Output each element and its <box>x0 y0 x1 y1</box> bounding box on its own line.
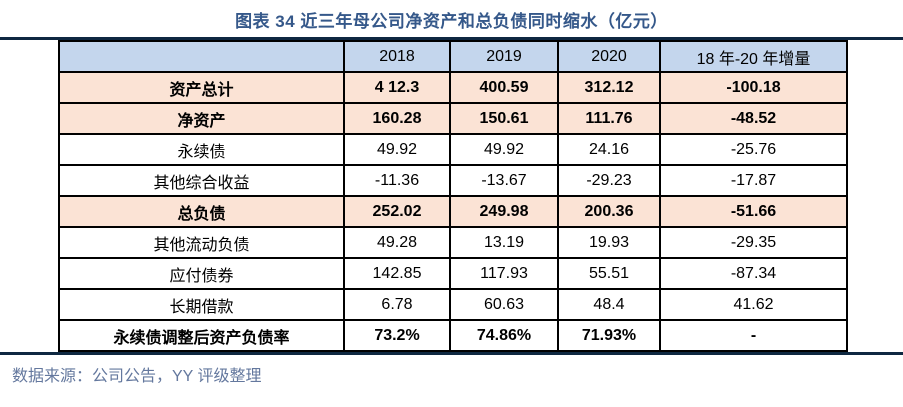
table-row: 其他流动负债 49.28 13.19 19.93 -29.35 <box>58 226 848 259</box>
delta-cell: -17.87 <box>659 164 848 197</box>
row-label: 永续债 <box>58 133 345 166</box>
value-cell: 24.16 <box>557 133 661 166</box>
value-cell: 74.86% <box>449 319 559 352</box>
table-row: 其他综合收益 -11.36 -13.67 -29.23 -17.87 <box>58 164 848 197</box>
value-cell: 19.93 <box>557 226 661 259</box>
delta-cell: -87.34 <box>659 257 848 290</box>
delta-cell: -48.52 <box>659 102 848 135</box>
row-label: 净资产 <box>58 102 345 135</box>
column-header <box>58 40 345 73</box>
table-row: 永续债调整后资产负债率 73.2% 74.86% 71.93% - <box>58 319 848 352</box>
value-cell: 142.85 <box>343 257 451 290</box>
value-cell: -29.23 <box>557 164 661 197</box>
row-label: 其他综合收益 <box>58 164 345 197</box>
value-cell: -11.36 <box>343 164 451 197</box>
row-label: 资产总计 <box>58 71 345 104</box>
value-cell: 13.19 <box>449 226 559 259</box>
value-cell: 160.28 <box>343 102 451 135</box>
value-cell: 252.02 <box>343 195 451 228</box>
row-label: 永续债调整后资产负债率 <box>58 319 345 352</box>
row-label: 总负债 <box>58 195 345 228</box>
financial-table: 2018 2019 2020 18 年-20 年增量 资产总计 4 12.3 400.59… <box>58 40 848 352</box>
header-row: 2018 2019 2020 18 年-20 年增量 <box>58 40 848 73</box>
delta-cell: 41.62 <box>659 288 848 321</box>
table-row: 净资产 160.28 150.61 111.76 -48.52 <box>58 102 848 135</box>
value-cell: 73.2% <box>343 319 451 352</box>
value-cell: 111.76 <box>557 102 661 135</box>
column-header: 2018 <box>343 40 451 73</box>
value-cell: 400.59 <box>449 71 559 104</box>
value-cell: 200.36 <box>557 195 661 228</box>
figure-title: 图表 34 近三年母公司净资产和总负债同时缩水（亿元） <box>235 12 668 31</box>
value-cell: 60.63 <box>449 288 559 321</box>
table-row: 永续债 49.92 49.92 24.16 -25.76 <box>58 133 848 166</box>
row-label: 其他流动负债 <box>58 226 345 259</box>
table-row: 总负债 252.02 249.98 200.36 -51.66 <box>58 195 848 228</box>
row-label: 应付债券 <box>58 257 345 290</box>
top-rule <box>0 37 903 40</box>
data-source: 数据来源：公司公告，YY 评级整理 <box>12 368 262 385</box>
value-cell: 312.12 <box>557 71 661 104</box>
delta-cell: -25.76 <box>659 133 848 166</box>
column-header: 18 年-20 年增量 <box>659 40 848 73</box>
value-cell: 117.93 <box>449 257 559 290</box>
value-cell: 48.4 <box>557 288 661 321</box>
delta-cell: -51.66 <box>659 195 848 228</box>
value-cell: 49.28 <box>343 226 451 259</box>
column-header: 2020 <box>557 40 661 73</box>
value-cell: 4 12.3 <box>343 71 451 104</box>
value-cell: 150.61 <box>449 102 559 135</box>
report-figure: 图表 34 近三年母公司净资产和总负债同时缩水（亿元） 2018 2019 2020… <box>0 12 903 385</box>
table-row: 应付债券 142.85 117.93 55.51 -87.34 <box>58 257 848 290</box>
table-row: 长期借款 6.78 60.63 48.4 41.62 <box>58 288 848 321</box>
delta-cell: -100.18 <box>659 71 848 104</box>
value-cell: 6.78 <box>343 288 451 321</box>
value-cell: 249.98 <box>449 195 559 228</box>
delta-cell: - <box>659 319 848 352</box>
row-label: 长期借款 <box>58 288 345 321</box>
value-cell: -13.67 <box>449 164 559 197</box>
value-cell: 49.92 <box>449 133 559 166</box>
value-cell: 55.51 <box>557 257 661 290</box>
column-header: 2019 <box>449 40 559 73</box>
value-cell: 71.93% <box>557 319 661 352</box>
table-row: 资产总计 4 12.3 400.59 312.12 -100.18 <box>58 71 848 104</box>
bottom-rule <box>0 352 903 355</box>
value-cell: 49.92 <box>343 133 451 166</box>
delta-cell: -29.35 <box>659 226 848 259</box>
